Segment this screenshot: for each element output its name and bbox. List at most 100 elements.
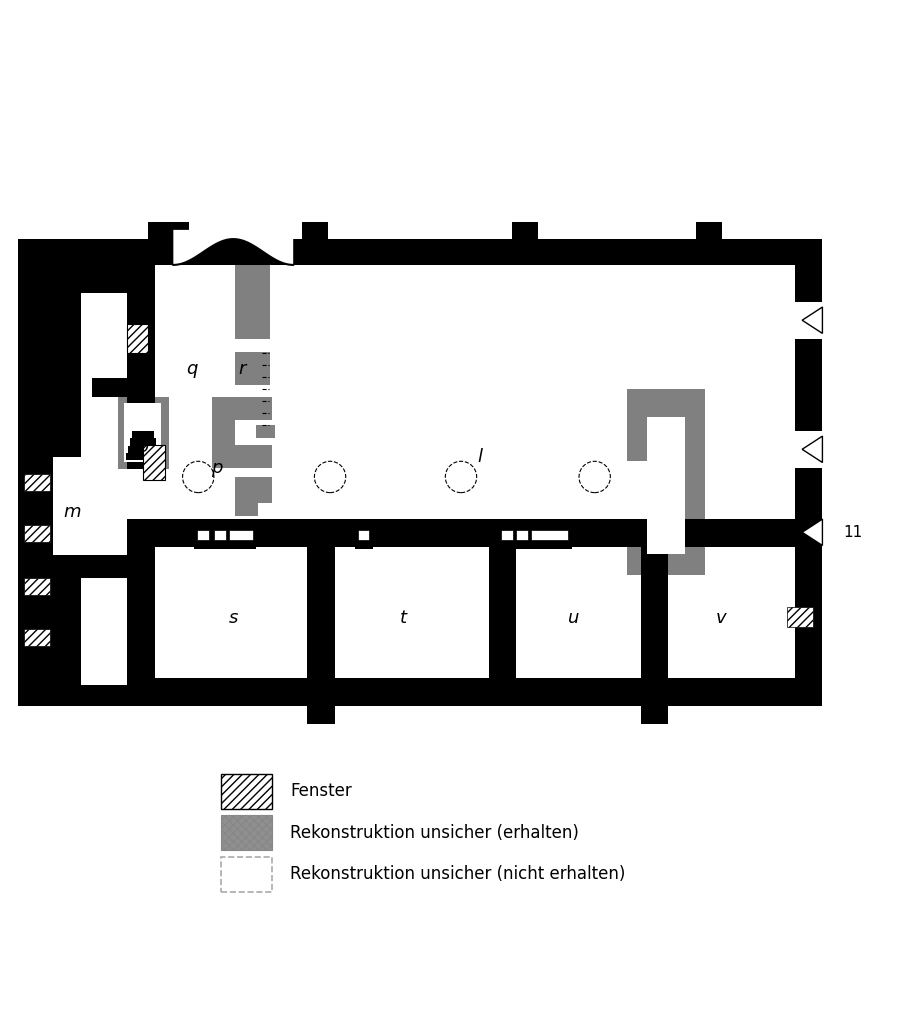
- Text: Rekonstruktion unsicher (nicht erhalten): Rekonstruktion unsicher (nicht erhalten): [290, 865, 626, 884]
- Text: l: l: [477, 447, 482, 466]
- Text: p: p: [211, 459, 222, 477]
- Bar: [214, 530, 226, 540]
- Bar: [641, 519, 668, 706]
- Bar: [489, 519, 516, 706]
- Text: q: q: [186, 360, 197, 378]
- Circle shape: [183, 461, 214, 493]
- Text: t: t: [400, 609, 408, 627]
- Bar: [127, 519, 155, 706]
- Bar: [647, 417, 685, 461]
- Bar: [53, 265, 129, 293]
- Bar: [795, 239, 822, 706]
- Bar: [795, 417, 822, 431]
- Bar: [627, 389, 705, 417]
- Bar: [197, 530, 209, 540]
- Bar: [53, 685, 129, 706]
- Text: Fenster: Fenster: [290, 782, 352, 801]
- Text: s: s: [229, 609, 238, 627]
- Bar: [24, 629, 50, 646]
- Text: u: u: [568, 609, 579, 627]
- Bar: [710, 538, 717, 547]
- Bar: [127, 519, 822, 547]
- Bar: [641, 703, 668, 724]
- Bar: [738, 538, 745, 547]
- Bar: [235, 503, 258, 516]
- Bar: [212, 420, 235, 468]
- Bar: [130, 438, 156, 445]
- Bar: [24, 525, 50, 542]
- Text: 11: 11: [844, 524, 863, 540]
- Bar: [756, 538, 763, 547]
- Polygon shape: [802, 436, 822, 463]
- Bar: [92, 378, 129, 396]
- Circle shape: [314, 461, 346, 493]
- Bar: [512, 222, 538, 239]
- Bar: [531, 530, 568, 540]
- Bar: [355, 535, 373, 549]
- Bar: [685, 417, 705, 475]
- Bar: [132, 431, 154, 438]
- Bar: [795, 288, 822, 302]
- Bar: [795, 339, 822, 350]
- Bar: [302, 222, 328, 239]
- Polygon shape: [802, 519, 822, 546]
- Text: Rekonstruktion unsicher (erhalten): Rekonstruktion unsicher (erhalten): [290, 824, 579, 842]
- Bar: [18, 239, 821, 265]
- Bar: [795, 302, 822, 339]
- Text: r: r: [239, 360, 246, 378]
- Bar: [128, 445, 158, 453]
- Bar: [235, 352, 270, 385]
- Bar: [358, 530, 369, 540]
- Polygon shape: [173, 229, 293, 265]
- Bar: [307, 703, 335, 724]
- Bar: [24, 474, 50, 490]
- Bar: [647, 461, 685, 554]
- Bar: [53, 555, 129, 579]
- Bar: [53, 265, 81, 457]
- Circle shape: [579, 461, 610, 493]
- Bar: [627, 417, 647, 461]
- Circle shape: [445, 461, 477, 493]
- Text: n: n: [68, 360, 79, 378]
- Bar: [124, 403, 161, 462]
- Bar: [765, 538, 773, 547]
- Bar: [235, 477, 272, 503]
- Bar: [627, 554, 705, 574]
- Bar: [696, 222, 722, 239]
- Text: o: o: [137, 438, 148, 457]
- Bar: [221, 857, 272, 892]
- Bar: [127, 324, 148, 353]
- Bar: [148, 222, 189, 239]
- Bar: [221, 815, 272, 850]
- Bar: [235, 265, 270, 339]
- Bar: [229, 530, 253, 540]
- Bar: [24, 579, 50, 595]
- Bar: [685, 475, 705, 574]
- Bar: [501, 530, 513, 540]
- Bar: [143, 444, 165, 479]
- Bar: [53, 378, 74, 396]
- Bar: [627, 519, 647, 574]
- Bar: [256, 425, 275, 438]
- Bar: [221, 774, 272, 809]
- Bar: [498, 535, 572, 549]
- Bar: [747, 538, 754, 547]
- Bar: [118, 396, 169, 469]
- Bar: [795, 431, 822, 468]
- Bar: [127, 265, 155, 396]
- Text: m: m: [64, 503, 80, 521]
- Bar: [127, 396, 155, 469]
- Text: x: x: [709, 521, 720, 540]
- Bar: [194, 535, 256, 549]
- Text: v: v: [715, 609, 727, 627]
- Bar: [728, 538, 736, 547]
- Bar: [18, 239, 53, 706]
- Bar: [53, 579, 81, 706]
- Bar: [235, 444, 272, 468]
- Bar: [126, 453, 160, 461]
- Bar: [719, 538, 727, 547]
- Bar: [127, 678, 822, 706]
- Bar: [795, 468, 822, 479]
- Polygon shape: [802, 307, 822, 334]
- Bar: [701, 538, 708, 547]
